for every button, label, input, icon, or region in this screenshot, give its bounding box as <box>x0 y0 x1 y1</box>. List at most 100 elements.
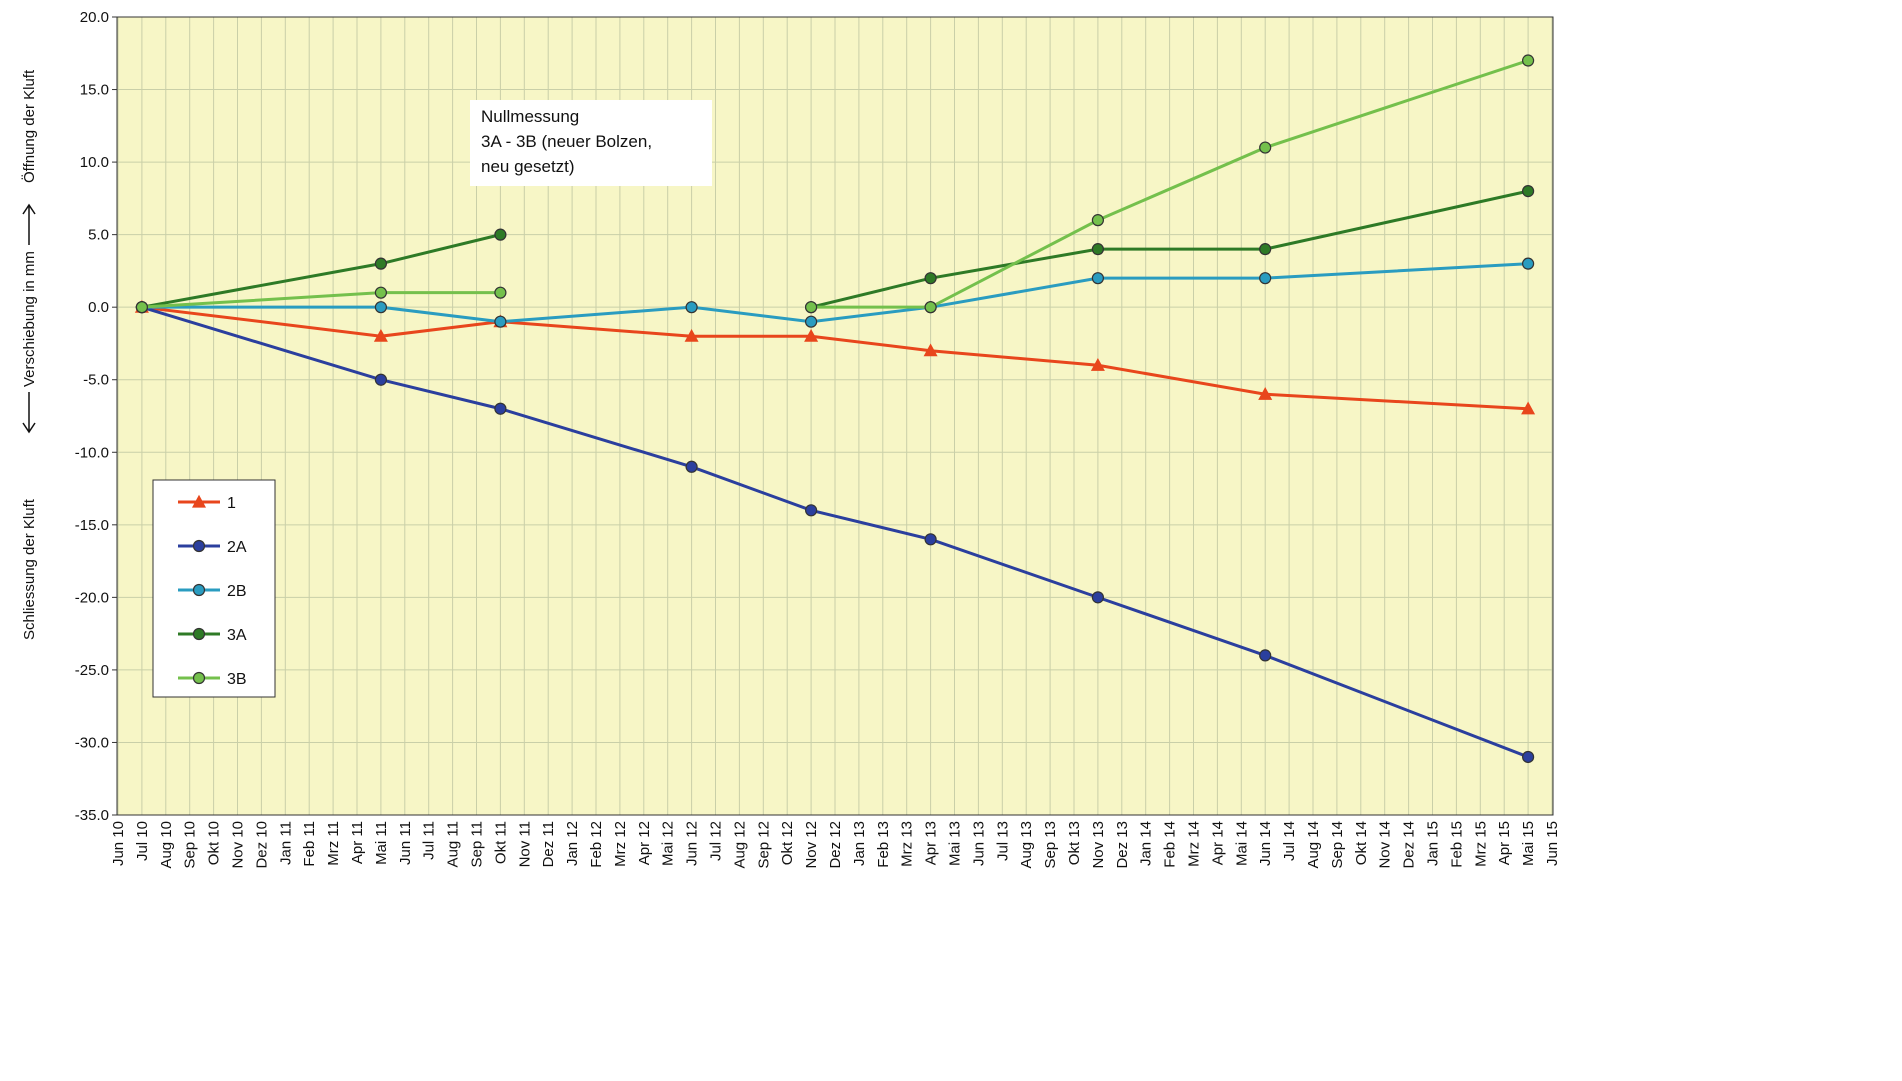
marker <box>494 228 507 241</box>
y-tick-label: -5.0 <box>83 372 109 389</box>
x-tick-label: Sep 10 <box>182 821 199 869</box>
marker <box>192 671 206 685</box>
plot-frame <box>116 16 1554 816</box>
x-tick-label: Jun 12 <box>684 821 701 866</box>
marker <box>924 272 937 285</box>
marker <box>804 315 818 328</box>
x-tick-label: Okt 11 <box>492 821 509 864</box>
marker <box>1521 54 1535 67</box>
x-tick-label: Mrz 12 <box>612 821 629 867</box>
marker <box>135 301 148 314</box>
x-tick-label: Apr 14 <box>1209 821 1226 865</box>
x-tick-label: Jun 10 <box>110 821 127 866</box>
legend-box <box>152 479 276 698</box>
x-tick-label: Feb 14 <box>1162 821 1179 868</box>
y-tick-label: -30.0 <box>75 734 109 751</box>
y-tick-label: 5.0 <box>88 227 109 244</box>
x-tick-label: Jun 13 <box>970 821 987 866</box>
x-tick-label: Jul 12 <box>708 821 725 861</box>
legend-label: 3B <box>227 671 247 688</box>
annotation-text: neu gesetzt) <box>481 157 575 176</box>
x-tick-label: Aug 10 <box>158 821 175 869</box>
marker <box>1090 357 1105 371</box>
marker <box>494 402 507 415</box>
x-tick-label: Mai 14 <box>1233 821 1250 866</box>
marker <box>1521 257 1535 270</box>
marker <box>924 301 937 314</box>
x-tick-label: Jan 13 <box>851 821 868 866</box>
x-tick-label: Apr 12 <box>636 821 653 865</box>
y-tick-label: 10.0 <box>80 154 109 171</box>
y-tick-label: 20.0 <box>80 9 109 26</box>
legend-label: 3A <box>227 627 247 644</box>
x-tick-label: Dez 12 <box>827 821 844 869</box>
x-tick-label: Aug 11 <box>445 821 462 867</box>
annotation-text: 3A - 3B (neuer Bolzen, <box>481 132 652 151</box>
x-tick-label: Jan 12 <box>564 821 581 866</box>
x-tick-label: Jun 14 <box>1257 821 1274 866</box>
x-tick-label: Jul 10 <box>134 821 151 861</box>
x-tick-label: Feb 11 <box>301 821 318 867</box>
marker <box>1259 272 1272 285</box>
marker <box>192 583 206 597</box>
x-tick-label: Jan 15 <box>1425 821 1442 866</box>
y-label-main: Verschiebung in mm <box>21 251 38 387</box>
y-tick-label: -10.0 <box>75 444 109 461</box>
marker <box>685 460 698 473</box>
y-axis-label: Schliessung der Kluft Verschiebung in mm… <box>20 69 38 640</box>
marker <box>191 494 207 508</box>
x-tick-label: Jul 14 <box>1281 821 1298 861</box>
x-tick-label: Sep 14 <box>1329 821 1346 869</box>
y-label-closing: Schliessung der Kluft <box>21 498 38 640</box>
marker <box>1091 591 1105 604</box>
x-tick-label: Nov 14 <box>1377 821 1394 869</box>
legend-label: 2A <box>227 539 247 556</box>
marker <box>1259 243 1272 256</box>
x-tick-label: Apr 13 <box>923 821 940 865</box>
marker <box>192 627 206 641</box>
y-label-arrows <box>22 203 36 434</box>
marker <box>494 315 507 328</box>
x-tick-label: Nov 10 <box>230 821 247 869</box>
x-tick-label: Dez 14 <box>1401 821 1418 869</box>
marker <box>1091 214 1105 227</box>
x-tick-label: Okt 13 <box>1066 821 1083 865</box>
x-tick-label: Jun 11 <box>397 821 414 865</box>
x-tick-label: Mrz 15 <box>1472 821 1489 867</box>
legend-label: 2B <box>227 583 247 600</box>
legend-label: 1 <box>227 495 236 512</box>
x-tick-label: Aug 12 <box>731 821 748 869</box>
x-tick-label: Mai 12 <box>660 821 677 866</box>
x-tick-label: Mrz 13 <box>899 821 916 867</box>
marker <box>804 301 818 314</box>
y-tick-label: 15.0 <box>80 82 109 99</box>
x-tick-label: Mai 13 <box>947 821 964 866</box>
x-tick-label: Dez 10 <box>253 821 270 869</box>
annotation-box <box>470 100 712 186</box>
x-tick-label: Feb 15 <box>1448 821 1465 868</box>
marker <box>374 373 387 386</box>
x-tick-label: Feb 12 <box>588 821 605 868</box>
marker <box>924 533 937 546</box>
x-tick-label: Jul 11 <box>421 821 438 860</box>
x-tick-label: Mai 15 <box>1520 821 1537 866</box>
x-tick-label: Sep 12 <box>755 821 772 869</box>
x-tick-label: Nov 12 <box>803 821 820 869</box>
marker <box>684 328 699 342</box>
marker <box>374 257 387 270</box>
marker <box>374 301 387 314</box>
x-tick-label: Aug 14 <box>1305 821 1322 869</box>
x-tick-label: Sep 13 <box>1042 821 1059 869</box>
x-tick-label: Feb 13 <box>875 821 892 868</box>
x-tick-label: Okt 12 <box>779 821 796 865</box>
x-tick-label: Okt 14 <box>1353 821 1370 865</box>
x-tick-label: Apr 11 <box>349 821 366 864</box>
x-tick-label: Dez 11 <box>540 821 557 867</box>
marker <box>1521 185 1535 198</box>
y-tick-label: 0.0 <box>88 299 109 316</box>
x-tick-label: Mrz 11 <box>325 821 342 866</box>
y-label-opening: Öffnung der Kluft <box>20 69 38 183</box>
x-tick-label: Jun 15 <box>1544 821 1561 866</box>
marker <box>685 301 698 314</box>
